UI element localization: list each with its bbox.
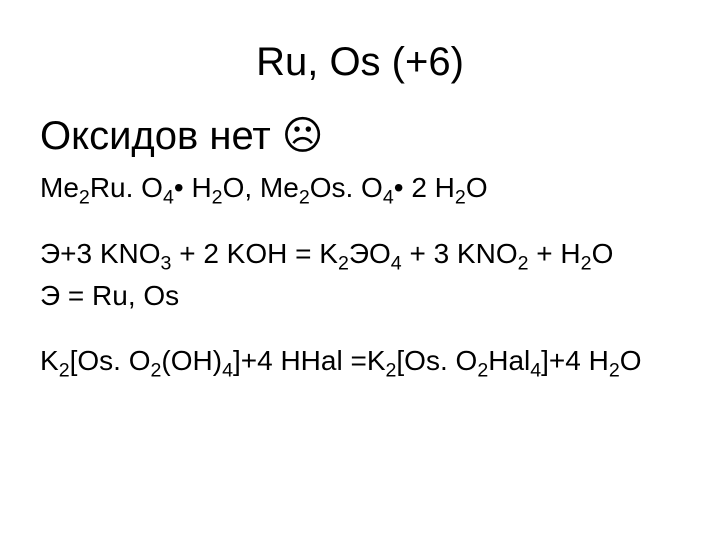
- sub2: 2: [455, 187, 466, 209]
- f4c: (OH): [161, 345, 222, 376]
- sub3: 3: [161, 252, 172, 274]
- formula-line-4: K2[Os. O2(OH)4]+4 HHal =K2[Os. O2Hal4]+4…: [40, 342, 680, 380]
- sub2: 2: [212, 187, 223, 209]
- sad-face-icon: ☹: [282, 114, 324, 158]
- formula-line-3: Э = Ru, Os: [40, 277, 680, 315]
- sub2: 2: [79, 187, 90, 209]
- sub2: 2: [299, 187, 310, 209]
- sub2: 2: [581, 252, 592, 274]
- f2b: + 2 KOH = K: [171, 238, 338, 269]
- f4e: [Os. O: [396, 345, 477, 376]
- sub4: 4: [383, 187, 394, 209]
- f1f: • 2 H: [394, 172, 455, 203]
- slide-title: Ru, Os (+6): [40, 40, 680, 85]
- f2a: Э+3 KNO: [40, 238, 161, 269]
- spacer: [40, 211, 680, 235]
- f1e: Os. O: [310, 172, 383, 203]
- f4g: ]+4 H: [541, 345, 609, 376]
- sub2: 2: [151, 360, 162, 382]
- f4a: K: [40, 345, 59, 376]
- slide-content: Ru, Os (+6) Оксидов нет ☹ Me2Ru. O4• H2O…: [0, 0, 720, 540]
- f4b: [Os. O: [70, 345, 151, 376]
- sub2: 2: [59, 360, 70, 382]
- f1a: Me: [40, 172, 79, 203]
- f1d: O, Me: [223, 172, 299, 203]
- sub2: 2: [338, 252, 349, 274]
- formula-line-2: Э+3 KNO3 + 2 KOH = K2ЭO4 + 3 KNO2 + H2O: [40, 235, 680, 273]
- f2c: ЭO: [349, 238, 391, 269]
- sub4: 4: [530, 360, 541, 382]
- f1b: Ru. O: [90, 172, 163, 203]
- sub2: 2: [477, 360, 488, 382]
- subtitle-text: Оксидов нет: [40, 114, 282, 158]
- f1c: • H: [174, 172, 212, 203]
- formula-line-1: Me2Ru. O4• H2O, Me2Os. O4• 2 H2O: [40, 169, 680, 207]
- sub4: 4: [391, 252, 402, 274]
- sub2: 2: [518, 252, 529, 274]
- sub4: 4: [163, 187, 174, 209]
- f2f: O: [592, 238, 614, 269]
- sub4: 4: [222, 360, 233, 382]
- sub2: 2: [609, 360, 620, 382]
- f4h: O: [620, 345, 642, 376]
- f4f: Hal: [488, 345, 530, 376]
- f1g: O: [466, 172, 488, 203]
- spacer: [40, 318, 680, 342]
- subtitle-line: Оксидов нет ☹: [40, 113, 680, 159]
- f2d: + 3 KNO: [402, 238, 518, 269]
- f2e: + H: [529, 238, 581, 269]
- f4d: ]+4 HHal =K: [233, 345, 386, 376]
- sub2: 2: [386, 360, 397, 382]
